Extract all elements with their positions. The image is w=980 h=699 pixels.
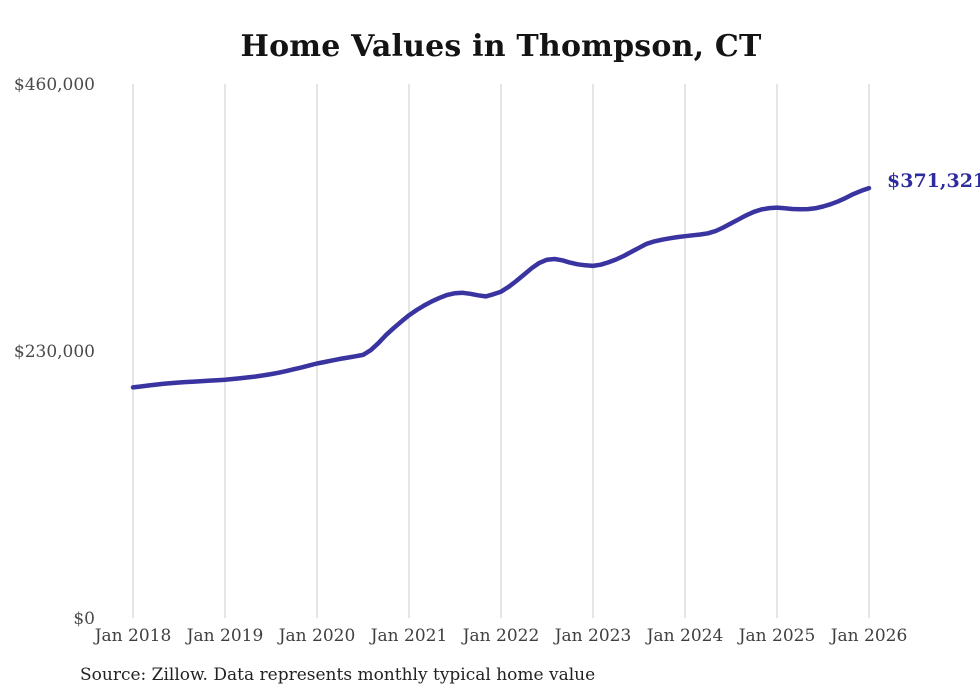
chart-title: Home Values in Thompson, CT [240, 29, 762, 64]
series-group [130, 185, 872, 390]
x-tick-label: Jan 2025 [738, 626, 816, 646]
source-note: Source: Zillow. Data represents monthly … [80, 665, 596, 685]
y-tick-label: $460,000 [13, 75, 95, 95]
x-tick-label: Jan 2021 [370, 626, 448, 646]
final-value-label: $371,321 [887, 170, 980, 192]
y-tick-label: $230,000 [13, 342, 95, 362]
home-value-line [130, 185, 872, 390]
x-tick-label: Jan 2024 [646, 626, 724, 646]
x-tick-label: Jan 2022 [462, 626, 540, 646]
gridlines-group [132, 84, 870, 618]
x-tick-label: Jan 2018 [94, 626, 172, 646]
x-tick-label: Jan 2023 [554, 626, 632, 646]
x-tick-label: Jan 2026 [830, 626, 908, 646]
x-tick-label: Jan 2019 [186, 626, 264, 646]
y-tick-label: $0 [73, 609, 95, 629]
x-tick-label: Jan 2020 [278, 626, 356, 646]
